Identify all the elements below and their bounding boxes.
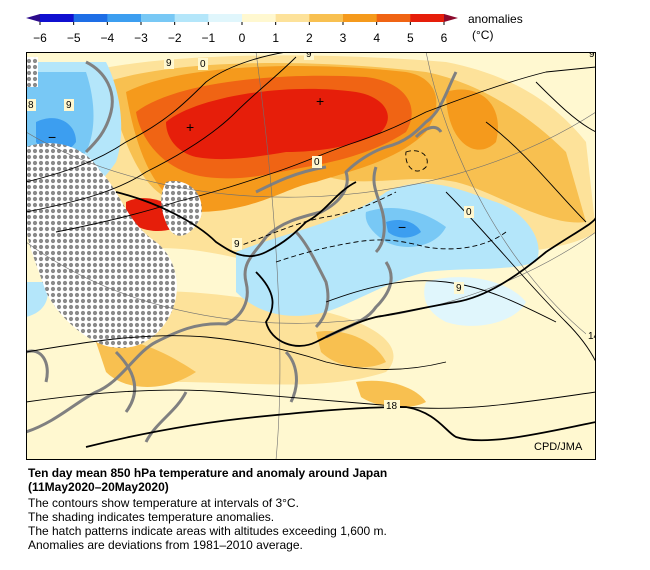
contour-label: 9 xyxy=(454,282,464,294)
colorbar-tick-label: 4 xyxy=(373,31,380,45)
svg-text:9: 9 xyxy=(456,283,462,294)
colorbar-tick-label: −2 xyxy=(168,31,182,45)
svg-text:0: 0 xyxy=(466,207,472,218)
contour-label: 0 xyxy=(198,58,208,70)
colorbar-cell xyxy=(141,14,176,22)
colorbar-tick-label: −4 xyxy=(100,31,114,45)
svg-text:0: 0 xyxy=(314,157,320,168)
colorbar-cell xyxy=(275,14,310,22)
colorbar-cell xyxy=(73,14,108,22)
max-marker: + xyxy=(316,93,324,109)
contour-label: 8 xyxy=(26,99,36,111)
colorbar-tick-label: −1 xyxy=(201,31,215,45)
contour-label: 9 xyxy=(164,57,174,69)
colorbar-cell xyxy=(410,14,445,22)
svg-text:14: 14 xyxy=(588,331,596,342)
contour-labels: 0 9 9 8 9 0 9 0 9 9 18 14 xyxy=(26,52,596,412)
map-frame xyxy=(26,52,596,460)
svg-text:0: 0 xyxy=(200,59,206,70)
colorbar-arrow-right xyxy=(444,14,458,22)
contour-label: 9 xyxy=(64,99,74,111)
temperature-contours xyxy=(26,52,596,448)
legend-title: anomalies xyxy=(468,12,523,26)
contour-label: 9 xyxy=(304,52,314,60)
colorbar-cell xyxy=(343,14,378,22)
colorbar-tick-label: 3 xyxy=(340,31,347,45)
colorbar-cell xyxy=(208,14,243,22)
caption-line: Anomalies are deviations from 1981–2010 … xyxy=(28,538,303,552)
contour-label: 9 xyxy=(232,238,242,250)
caption-line: The shading indicates temperature anomal… xyxy=(28,510,275,524)
caption-line: The contours show temperature at interva… xyxy=(28,496,299,510)
colorbar-cell xyxy=(242,14,277,22)
colorbar-cell xyxy=(174,14,209,22)
high-terrain-hatch xyxy=(26,57,202,348)
map-credit: CPD/JMA xyxy=(534,441,583,453)
colorbar-tick-label: 5 xyxy=(407,31,414,45)
svg-text:9: 9 xyxy=(66,100,72,111)
temperature-anomaly-map: 0 9 9 8 9 0 9 0 9 9 18 14 + + − − CPD/JM… xyxy=(26,52,596,460)
svg-text:9: 9 xyxy=(166,58,172,69)
contour-label: 9 xyxy=(588,52,596,60)
colorbar-cells xyxy=(40,14,445,22)
negative-anomaly-shading xyxy=(26,62,539,326)
svg-text:9: 9 xyxy=(234,239,240,250)
svg-text:18: 18 xyxy=(386,401,398,412)
colorbar-arrow-left xyxy=(26,14,40,22)
colorbar-tick-label: 1 xyxy=(272,31,279,45)
anomaly-colorbar: −6 −5 −4 −3 −2 −1 0 1 2 3 4 5 6 anomalies (°C) xyxy=(26,12,523,45)
colorbar-tick-label: −5 xyxy=(67,31,81,45)
contour-label: 0 xyxy=(312,156,322,168)
colorbar-cell xyxy=(309,14,344,22)
colorbar-tick-label: 6 xyxy=(441,31,448,45)
colorbar-tick-label: −3 xyxy=(134,31,148,45)
contour-label: 0 xyxy=(464,206,474,218)
colorbar-cell xyxy=(40,14,75,22)
colorbar-tick-label: 2 xyxy=(306,31,313,45)
colorbar-tick-label: −6 xyxy=(33,31,47,45)
legend-unit: (°C) xyxy=(472,28,493,42)
colorbar-ticks: −6 −5 −4 −3 −2 −1 0 1 2 3 4 5 6 xyxy=(33,22,448,45)
colorbar-cell xyxy=(376,14,411,22)
caption-line: The hatch patterns indicate areas with a… xyxy=(28,524,387,538)
svg-text:9: 9 xyxy=(306,52,312,60)
min-marker: − xyxy=(398,219,406,235)
svg-text:8: 8 xyxy=(28,100,34,111)
caption-title: Ten day mean 850 hPa temperature and ano… xyxy=(28,466,388,480)
max-marker: + xyxy=(186,119,194,135)
contour-label: 18 xyxy=(384,400,400,412)
colorbar-tick-label: 0 xyxy=(239,31,246,45)
colorbar-cell xyxy=(107,14,142,22)
min-marker: − xyxy=(48,129,56,145)
svg-text:9: 9 xyxy=(589,52,595,60)
contour-label: 14 xyxy=(586,330,596,342)
caption-period: (11May2020–20May2020) xyxy=(28,480,169,494)
